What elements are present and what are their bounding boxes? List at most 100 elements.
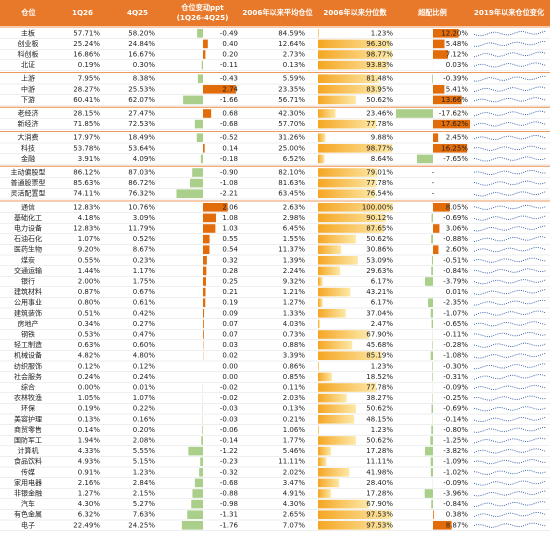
cell: 1.06% xyxy=(283,426,306,434)
row-label: 综合 xyxy=(21,383,35,392)
cell: 77.78% xyxy=(366,120,393,128)
cell: 72.53% xyxy=(128,120,155,128)
cell: 100.00% xyxy=(362,203,393,211)
percentile-bar xyxy=(318,234,356,244)
cell: 0.30% xyxy=(133,61,156,69)
cell: 2.03% xyxy=(283,394,306,402)
cell: 0.91% xyxy=(78,468,101,476)
cell: -0.68 xyxy=(220,120,238,128)
cell: 77.78% xyxy=(366,179,393,187)
sparkline xyxy=(473,406,547,412)
cell: 2.08% xyxy=(133,437,156,445)
percentile-bar xyxy=(318,178,377,188)
sparkline xyxy=(473,490,547,497)
cell: 87.03% xyxy=(128,169,155,177)
change-bar xyxy=(191,499,203,509)
sparkline xyxy=(473,191,547,197)
sparkline xyxy=(473,110,547,117)
cell: 0.00 xyxy=(222,362,238,370)
row-label: 环保 xyxy=(21,404,35,413)
cell: 1.55% xyxy=(283,235,306,243)
cell: 57.70% xyxy=(278,120,305,128)
cell: 2.98% xyxy=(283,214,306,222)
change-bar xyxy=(188,446,203,456)
cell: 0.20 xyxy=(222,51,238,59)
sparkline xyxy=(473,480,547,486)
cell: 6.17% xyxy=(371,278,394,286)
cell: 96.30% xyxy=(366,40,393,48)
cell: 1.07% xyxy=(133,394,156,402)
cell: 58.20% xyxy=(128,29,155,37)
cell: 8.67% xyxy=(133,246,156,254)
sparkline xyxy=(474,363,547,370)
cell: 0.55 xyxy=(222,235,238,243)
overweight-bar xyxy=(424,446,433,456)
header-cell: 4Q25 xyxy=(127,8,148,17)
cell: 7.95% xyxy=(78,75,101,83)
row-label: 科技 xyxy=(21,143,35,152)
cell: 5.55% xyxy=(133,447,156,455)
cell: 25.00% xyxy=(278,144,305,152)
cell: 6.32% xyxy=(78,511,101,519)
percentile-bar xyxy=(318,298,323,307)
cell: 4.33% xyxy=(78,447,101,455)
cell: -0.03 xyxy=(220,405,238,413)
change-bar xyxy=(203,109,212,118)
row-label: 社会服务 xyxy=(14,372,42,381)
cell: 18.49% xyxy=(128,134,155,142)
cell: -0.84% xyxy=(443,267,468,275)
row-label: 老经济 xyxy=(18,109,39,118)
row-label: 汽车 xyxy=(21,499,35,508)
cell: 4.91% xyxy=(283,490,306,498)
header-cell: 仓位变动ppt xyxy=(180,3,224,12)
change-bar xyxy=(203,309,205,318)
cell: 1.21% xyxy=(283,288,306,296)
change-bar xyxy=(176,189,203,198)
cell: -0.98 xyxy=(220,500,238,508)
cell: 0.07 xyxy=(222,331,238,339)
cell: 2.73% xyxy=(283,51,306,59)
cell: 7.63% xyxy=(133,511,156,519)
cell: -1.09% xyxy=(443,458,468,466)
cell: -1.76 xyxy=(220,521,239,529)
overweight-bar xyxy=(432,340,433,350)
cell: 0.47% xyxy=(133,331,156,339)
overweight-bar xyxy=(395,109,433,118)
overweight-bar xyxy=(431,499,433,509)
cell: -0.23 xyxy=(220,458,238,466)
percentile-bar xyxy=(318,499,369,509)
row-label: 下游 xyxy=(21,95,35,104)
cell: -0.49 xyxy=(220,29,238,37)
cell: 0.61% xyxy=(133,299,156,307)
overweight-bar xyxy=(431,256,433,265)
cell: -0.90 xyxy=(220,169,238,177)
cell: 3.06% xyxy=(446,225,469,233)
change-bar xyxy=(203,298,206,307)
cell: 90.12% xyxy=(366,214,393,222)
cell: -0.32 xyxy=(220,468,238,476)
overweight-bar xyxy=(428,298,433,307)
cell: 0.01% xyxy=(446,288,469,296)
cell: 0.07 xyxy=(222,320,238,328)
cell: -7.65% xyxy=(443,155,468,163)
change-bar xyxy=(192,489,203,498)
cell: 0.16% xyxy=(133,415,156,423)
cell: -0.69% xyxy=(443,214,468,222)
cell: 18.52% xyxy=(366,373,393,381)
overweight-bar xyxy=(433,95,462,105)
cell: 0.03 xyxy=(222,341,238,349)
cell: 1.39% xyxy=(283,256,306,264)
percentile-bar xyxy=(318,256,358,265)
header-cell: 超配比例 xyxy=(417,8,447,17)
cell: -3.79% xyxy=(443,278,468,286)
percentile-bar xyxy=(318,266,341,276)
percentile-bar xyxy=(318,39,391,49)
cell: 9.20% xyxy=(78,246,101,254)
header-cell: 2019年以来仓位变化 xyxy=(474,8,545,17)
sparkline xyxy=(473,215,547,221)
cell: 4.03% xyxy=(283,320,306,328)
cell: 0.52% xyxy=(133,235,156,243)
row-label: 电子 xyxy=(21,520,35,529)
cell: 6.17% xyxy=(371,299,394,307)
